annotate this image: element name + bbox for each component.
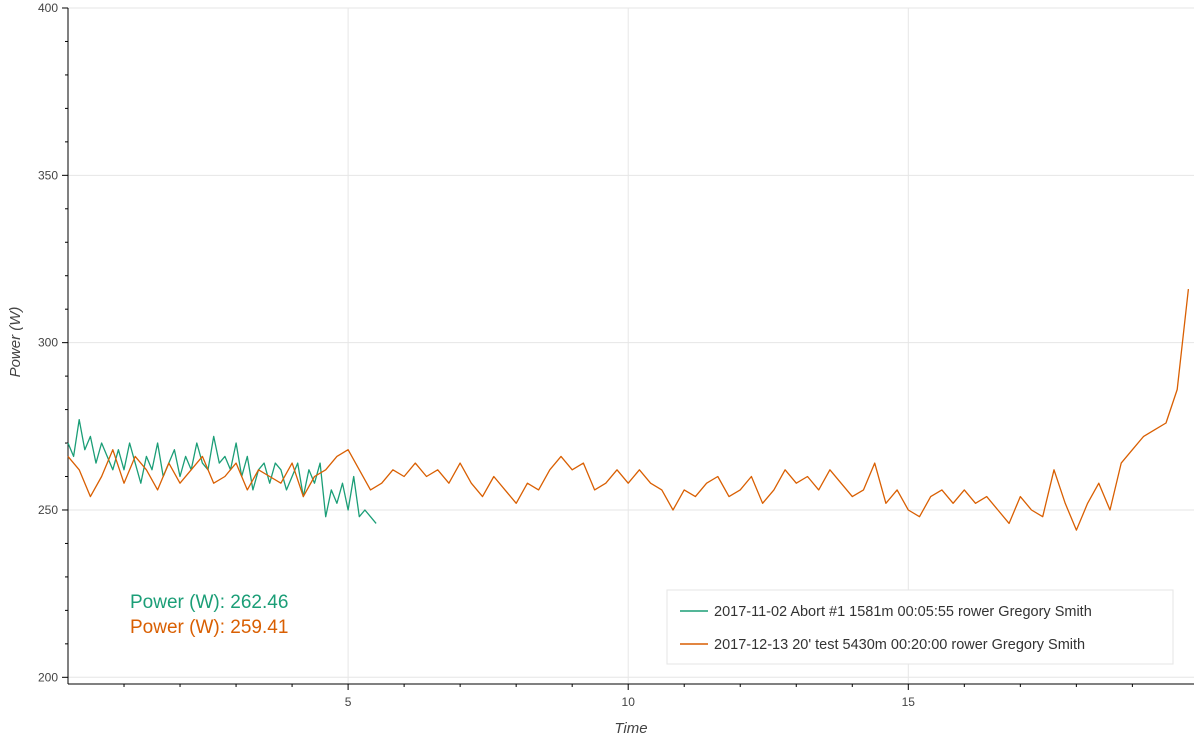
y-tick-label: 200 — [38, 670, 58, 684]
x-axis-title: Time — [614, 720, 647, 737]
series-line-20-test[interactable] — [67, 289, 1190, 531]
y-axis-title: Power (W) — [7, 307, 24, 378]
y-tick-label: 250 — [38, 503, 58, 517]
legend-box — [666, 589, 1174, 665]
x-tick-label: 15 — [902, 695, 916, 709]
axes: 200 250 300 350 400 5 10 15 — [38, 1, 1194, 709]
y-tick-label: 300 — [38, 336, 58, 350]
x-tick-label: 5 — [345, 695, 352, 709]
legend-label-abort[interactable]: 2017-11-02 Abort #1 1581m 00:05:55 rower… — [714, 604, 1092, 620]
series-line-abort[interactable] — [67, 418, 377, 524]
stats-annotation: Power (W): 262.46 Power (W): 259.41 — [130, 592, 288, 638]
y-tick-label: 350 — [38, 168, 58, 182]
stat-label-abort: Power (W): 262.46 — [130, 592, 288, 613]
series-layer — [67, 289, 1190, 531]
stat-label-20-test: Power (W): 259.41 — [130, 617, 288, 638]
legend-label-20-test[interactable]: 2017-12-13 20' test 5430m 00:20:00 rower… — [714, 637, 1085, 653]
grid — [68, 7, 1194, 684]
y-tick-label: 400 — [38, 1, 58, 15]
x-tick-label: 10 — [622, 695, 636, 709]
legend[interactable]: 2017-11-02 Abort #1 1581m 00:05:55 rower… — [666, 589, 1174, 665]
